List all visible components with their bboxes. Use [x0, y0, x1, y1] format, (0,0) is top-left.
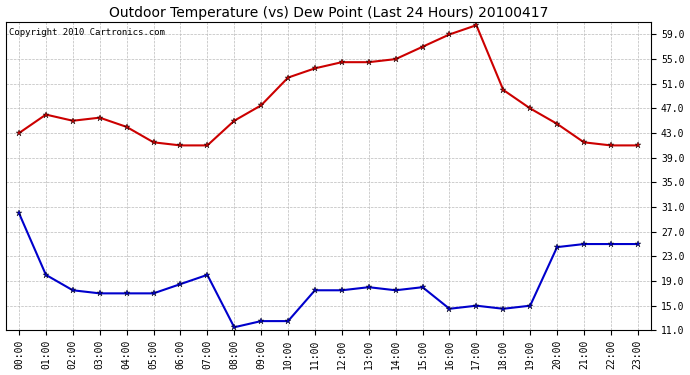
- Text: Copyright 2010 Cartronics.com: Copyright 2010 Cartronics.com: [9, 28, 165, 37]
- Title: Outdoor Temperature (vs) Dew Point (Last 24 Hours) 20100417: Outdoor Temperature (vs) Dew Point (Last…: [109, 6, 548, 20]
